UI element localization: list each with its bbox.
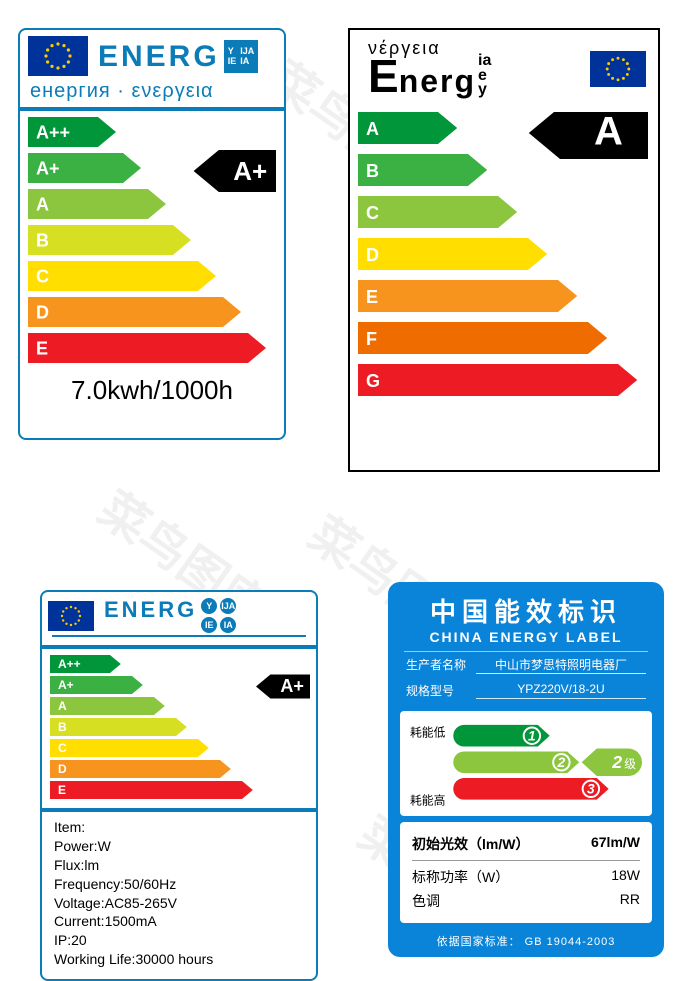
cn-spec-row: 色调RR — [412, 889, 640, 913]
class-label: A+ — [36, 159, 60, 179]
class-label: C — [366, 203, 379, 223]
eu-flag-icon — [590, 51, 646, 87]
class-label: A++ — [36, 123, 70, 143]
rating-label: A — [594, 112, 623, 153]
cn-class-arrow — [453, 778, 608, 800]
class-arrow — [358, 322, 607, 354]
efficiency-scale: A++ A+ ABCDE A+ — [20, 117, 284, 369]
class-arrow — [358, 238, 547, 270]
cn-meta-row: 规格型号YPZ220V/18-2U — [390, 678, 662, 703]
spec-row: Flux: lm — [54, 856, 304, 875]
class-label: A++ — [58, 657, 81, 671]
class-arrow — [358, 196, 517, 228]
energia-subtext: енергия · ενεργεια — [20, 80, 284, 105]
energ-suffix-cells: YIJAIEIA — [201, 598, 236, 633]
cn-scale-box: 123耗能低耗能高2级 — [400, 711, 652, 816]
class-label: E — [366, 287, 378, 307]
class-label: B — [366, 161, 379, 181]
big-e: E — [368, 50, 399, 102]
svg-text:2: 2 — [557, 755, 566, 770]
efficiency-scale: A B C D E F G A — [350, 112, 658, 406]
spec-row: Current:1500mA — [54, 912, 304, 931]
eff-label: 初始光效（lm/W） — [412, 834, 529, 854]
cn-spec-box: 初始光效（lm/W） 67lm/W 标称功率（W）18W色调RR — [400, 822, 652, 923]
energ-suffix-cells: YIJAIEIA — [224, 40, 259, 73]
side-letters: iaey — [478, 54, 491, 97]
class-arrow — [358, 364, 637, 396]
class-arrow — [50, 760, 231, 778]
svg-text:1: 1 — [528, 729, 536, 744]
rating-badge — [529, 112, 648, 159]
class-label: D — [36, 303, 49, 323]
class-arrow — [50, 739, 209, 757]
class-arrow — [50, 697, 165, 715]
efficiency-scale: A++ A+ ABCDE A+ — [42, 655, 316, 802]
class-label: F — [366, 329, 377, 349]
eu-flag-icon — [28, 36, 88, 76]
class-label: G — [366, 371, 380, 391]
class-label: D — [366, 245, 379, 265]
cn-subtitle: CHINA ENERGY LABEL — [390, 629, 662, 651]
class-arrow — [50, 781, 253, 799]
class-arrow — [28, 333, 266, 363]
class-label: C — [58, 741, 67, 755]
spec-row: Power: W — [54, 837, 304, 856]
svg-text:耗能低: 耗能低 — [410, 726, 446, 740]
energ-word: ENERG — [94, 40, 224, 73]
svg-text:3: 3 — [587, 782, 595, 797]
nerg-word: nerg — [399, 63, 476, 99]
class-arrow — [28, 261, 216, 291]
class-arrow — [358, 280, 577, 312]
class-label: B — [58, 720, 67, 734]
rating-label: A+ — [233, 156, 267, 186]
eu-flag-icon — [48, 601, 94, 631]
cn-meta-row: 生产者名称中山市梦思特照明电器厂 — [390, 652, 662, 678]
class-label: A — [36, 195, 49, 215]
china-energy-label: 中国能效标识 CHINA ENERGY LABEL 生产者名称中山市梦思特照明电… — [388, 582, 664, 957]
svg-text:2: 2 — [611, 752, 622, 772]
eff-value: 67lm/W — [591, 834, 640, 854]
class-arrow — [28, 297, 241, 327]
cn-title: 中国能效标识 — [390, 584, 662, 629]
class-label: A — [58, 699, 67, 713]
class-label: B — [36, 231, 49, 251]
spec-row: Voltage:AC85-265V — [54, 894, 304, 913]
spec-row: Item: — [54, 818, 304, 837]
class-label: D — [58, 762, 67, 776]
energy-label-3: ENERG YIJAIEIA A++ A+ ABCDE A+ Item:Power: … — [40, 590, 318, 981]
class-label: C — [36, 267, 49, 287]
class-arrow — [50, 718, 187, 736]
cn-standard: 依据国家标准： GB 19044-2003 — [390, 931, 662, 955]
spec-row: Working Life:30000 hours — [54, 950, 304, 969]
rating-label: A+ — [280, 676, 304, 696]
class-label: E — [36, 339, 48, 359]
class-label: A — [366, 119, 379, 139]
class-arrow — [28, 225, 191, 255]
svg-text:耗能高: 耗能高 — [410, 794, 446, 808]
class-label: A+ — [58, 678, 74, 692]
subheader-sep — [42, 635, 316, 641]
cn-spec-row: 标称功率（W）18W — [412, 865, 640, 889]
spec-row: IP:20 — [54, 931, 304, 950]
spec-row: Frequency:50/60Hz — [54, 875, 304, 894]
energy-label-2: νέργεια Energ iaey ABCDEFGA — [348, 28, 660, 472]
consumption-value: 7.0kwh/1000h — [20, 369, 284, 414]
svg-text:级: 级 — [624, 758, 636, 771]
energ-word: ENERG — [100, 598, 201, 633]
energy-label-1: ENERG YIJAIEIA енергия · ενεργεια A++A+A… — [18, 28, 286, 440]
class-label: E — [58, 783, 66, 797]
